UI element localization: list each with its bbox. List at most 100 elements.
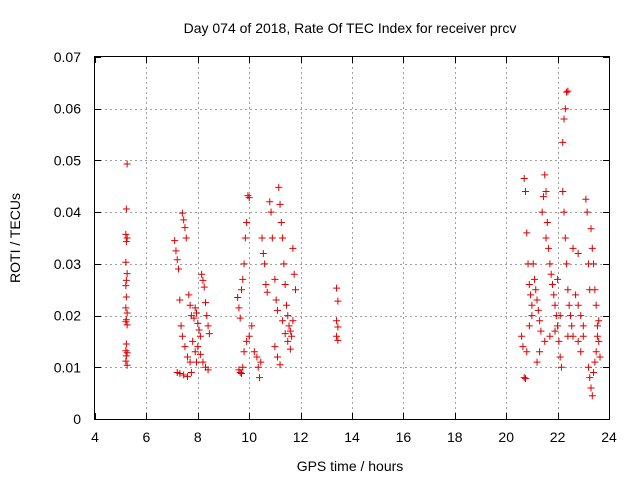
data-point: [255, 374, 263, 382]
data-point: [257, 358, 265, 366]
data-point: [566, 312, 574, 320]
data-point: [564, 87, 572, 95]
data-point: [290, 270, 298, 278]
data-point: [262, 281, 270, 289]
data-point: [551, 327, 559, 335]
data-point: [182, 234, 190, 242]
data-point: [196, 332, 204, 340]
data-point: [123, 160, 131, 168]
data-point: [123, 270, 131, 278]
data-point: [189, 337, 197, 345]
data-point: [122, 304, 130, 312]
data-point: [236, 368, 244, 376]
data-point: [122, 357, 130, 365]
data-point: [202, 299, 210, 307]
data-point: [273, 353, 281, 361]
data-point: [532, 286, 540, 294]
data-point: [288, 332, 296, 340]
data-point: [518, 332, 526, 340]
data-point: [595, 317, 603, 325]
data-point: [267, 208, 275, 216]
data-point: [577, 348, 585, 356]
data-point: [538, 208, 546, 216]
data-point: [285, 322, 293, 330]
data-point: [542, 187, 550, 195]
data-point: [266, 198, 274, 206]
data-point: [560, 115, 568, 123]
data-point: [122, 230, 130, 238]
data-point: [547, 270, 555, 278]
data-point: [555, 337, 563, 345]
data-point: [289, 317, 297, 325]
data-point: [559, 187, 567, 195]
data-point: [572, 291, 580, 299]
data-point: [200, 283, 208, 291]
y-tick-labels: 0 0.01 0.02 0.03 0.04 0.05 0.06 0.07: [54, 49, 81, 427]
x-tick-label: 20: [498, 429, 514, 445]
data-point: [191, 304, 199, 312]
y-axis-label: ROTI / TECUs: [7, 193, 23, 283]
data-point: [180, 216, 188, 224]
data-point: [533, 296, 541, 304]
data-point: [195, 326, 203, 334]
data-point: [533, 358, 541, 366]
data-point: [122, 282, 130, 290]
data-point: [281, 281, 289, 289]
data-point: [286, 327, 294, 335]
data-point: [284, 312, 292, 320]
data-point: [593, 332, 601, 340]
data-point: [277, 218, 285, 226]
data-point: [180, 371, 188, 379]
x-tick-label: 12: [293, 429, 309, 445]
y-tick-label: 0.06: [54, 101, 81, 117]
data-point: [530, 275, 538, 283]
data-point: [574, 250, 582, 258]
data-point: [276, 200, 284, 208]
data-point: [181, 224, 189, 232]
data-point: [123, 349, 131, 357]
data-point: [596, 353, 604, 361]
data-point: [579, 322, 587, 330]
data-point: [176, 369, 184, 377]
data-point: [529, 260, 537, 268]
data-point: [198, 270, 206, 278]
data-point: [541, 337, 549, 345]
data-point: [536, 348, 544, 356]
data-point: [590, 368, 598, 376]
data-point: [591, 286, 599, 294]
data-points: [122, 87, 604, 400]
data-point: [181, 343, 189, 351]
data-point: [245, 194, 253, 202]
data-point: [587, 384, 595, 392]
x-tick-label: 16: [396, 429, 412, 445]
data-point: [291, 286, 299, 294]
data-point: [574, 337, 582, 345]
data-point: [541, 171, 549, 179]
data-point: [545, 244, 553, 252]
data-point: [235, 304, 243, 312]
data-point: [204, 322, 212, 330]
data-point: [184, 353, 192, 361]
x-tick-label: 14: [344, 429, 360, 445]
data-point: [122, 352, 130, 360]
data-point: [592, 348, 600, 356]
data-point: [564, 332, 572, 340]
data-point: [586, 374, 594, 382]
data-point: [194, 343, 202, 351]
data-point: [122, 318, 130, 326]
y-tick-label: 0.05: [54, 152, 81, 168]
data-point: [579, 332, 587, 340]
data-point: [204, 366, 212, 374]
data-point: [280, 260, 288, 268]
chart-title: Day 074 of 2018, Rate Of TEC Index for r…: [184, 20, 517, 36]
data-point: [281, 330, 289, 338]
data-point: [528, 301, 536, 309]
data-point: [239, 275, 247, 283]
data-point: [177, 322, 185, 330]
data-point: [171, 237, 179, 245]
axis-ticks: [95, 57, 610, 420]
data-point: [261, 260, 269, 268]
data-point: [243, 337, 251, 345]
grid: [95, 57, 609, 419]
